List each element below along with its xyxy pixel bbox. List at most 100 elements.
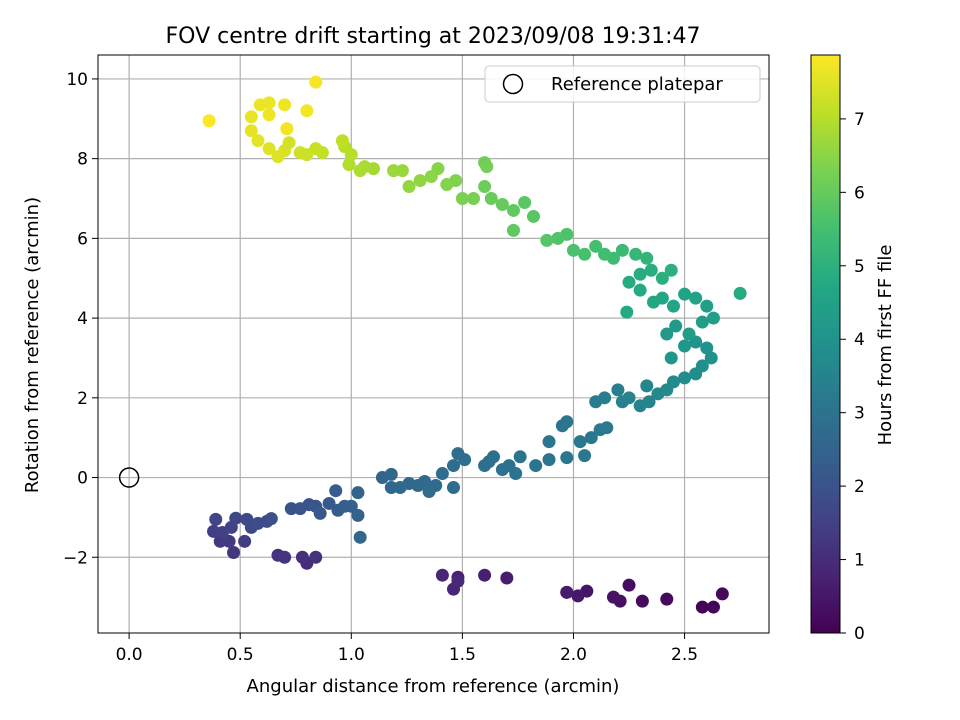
data-point <box>606 590 620 604</box>
data-point <box>506 223 520 237</box>
data-point <box>695 315 709 329</box>
colorbar-tick-label: 3 <box>854 404 865 424</box>
data-point <box>655 271 669 285</box>
x-tick-label: 2.5 <box>671 645 698 665</box>
data-point <box>271 150 285 164</box>
colorbar-tick-label: 5 <box>854 257 865 277</box>
data-point <box>560 451 574 465</box>
data-point <box>295 550 309 564</box>
data-point <box>451 574 465 588</box>
data-point <box>478 180 492 194</box>
data-point <box>484 192 498 206</box>
data-point <box>660 327 674 341</box>
data-point <box>342 158 356 172</box>
data-point <box>458 453 472 467</box>
data-point <box>622 578 636 592</box>
data-point <box>706 311 720 325</box>
data-point <box>278 550 292 564</box>
y-tick-label: 10 <box>66 70 88 90</box>
data-point <box>402 180 416 194</box>
data-point <box>678 287 692 301</box>
data-point <box>478 568 492 582</box>
colorbar-ticks: 0 1 2 3 4 5 6 7 <box>840 110 865 644</box>
data-point <box>506 203 520 217</box>
legend-reference-marker <box>502 73 524 95</box>
data-point <box>300 104 314 118</box>
colorbar-label: Hours from first FF file <box>875 245 896 446</box>
data-point <box>644 263 658 277</box>
data-point <box>640 379 654 393</box>
data-point <box>678 371 692 385</box>
data-point <box>695 359 709 373</box>
colorbar-tick-label: 2 <box>854 477 865 497</box>
data-point <box>666 299 680 313</box>
y-axis-ticks: −2 0 2 4 6 8 10 <box>63 70 98 568</box>
colorbar-tick-label: 1 <box>854 551 865 571</box>
data-point <box>560 415 574 429</box>
data-point <box>540 233 554 247</box>
data-point <box>351 508 365 522</box>
data-point <box>571 589 585 603</box>
data-point <box>598 247 612 261</box>
y-axis-label: Rotation from reference (arcmin) <box>22 197 43 493</box>
data-point <box>611 383 625 397</box>
data-point <box>660 592 674 606</box>
data-point <box>542 453 556 467</box>
data-point <box>353 530 367 544</box>
data-point <box>664 263 678 277</box>
colorbar-tick-label: 0 <box>854 624 865 644</box>
data-point <box>209 512 223 526</box>
data-point <box>640 251 654 265</box>
x-axis-label: Angular distance from reference (arcmin) <box>247 676 620 697</box>
data-point <box>666 375 680 389</box>
data-point <box>733 286 747 300</box>
legend: Reference platepar <box>484 65 761 103</box>
data-point <box>413 174 427 188</box>
reference-marker-group <box>118 467 140 488</box>
x-tick-label: 0.5 <box>227 645 254 665</box>
data-point <box>435 568 449 582</box>
data-point <box>480 160 494 174</box>
data-point <box>573 435 587 449</box>
data-point <box>278 98 292 112</box>
x-axis-ticks: 0.0 0.5 1.0 1.5 2.0 2.5 <box>116 633 698 665</box>
data-point <box>329 484 343 498</box>
data-point <box>622 391 636 405</box>
data-point <box>635 594 649 608</box>
data-point <box>622 275 636 289</box>
reference-marker <box>118 467 140 488</box>
data-point <box>542 435 556 449</box>
y-tick-label: 6 <box>77 229 88 249</box>
data-point <box>418 475 432 489</box>
data-point <box>446 481 460 495</box>
data-point <box>560 585 574 599</box>
data-point <box>669 319 683 333</box>
data-point <box>700 341 714 355</box>
data-point <box>429 479 443 493</box>
data-point <box>262 96 276 110</box>
data-point <box>486 450 500 464</box>
data-point <box>646 295 660 309</box>
data-point <box>589 239 603 253</box>
colorbar-tick-label: 7 <box>854 110 865 130</box>
data-point <box>566 243 580 257</box>
data-point <box>584 431 598 445</box>
data-point <box>395 164 409 178</box>
data-point <box>351 486 365 500</box>
data-point <box>615 243 629 257</box>
y-tick-label: −2 <box>63 548 88 568</box>
data-point <box>322 496 336 510</box>
legend-box <box>484 65 761 103</box>
data-point <box>689 291 703 305</box>
grid-lines <box>98 55 769 633</box>
data-point <box>495 197 509 211</box>
data-point <box>435 467 449 481</box>
data-point <box>309 550 323 564</box>
data-point <box>600 421 614 435</box>
chart-title: FOV centre drift starting at 2023/09/08 … <box>166 24 701 49</box>
data-point <box>262 108 276 122</box>
data-point <box>244 124 258 138</box>
data-point <box>509 467 523 481</box>
data-point <box>440 178 454 192</box>
